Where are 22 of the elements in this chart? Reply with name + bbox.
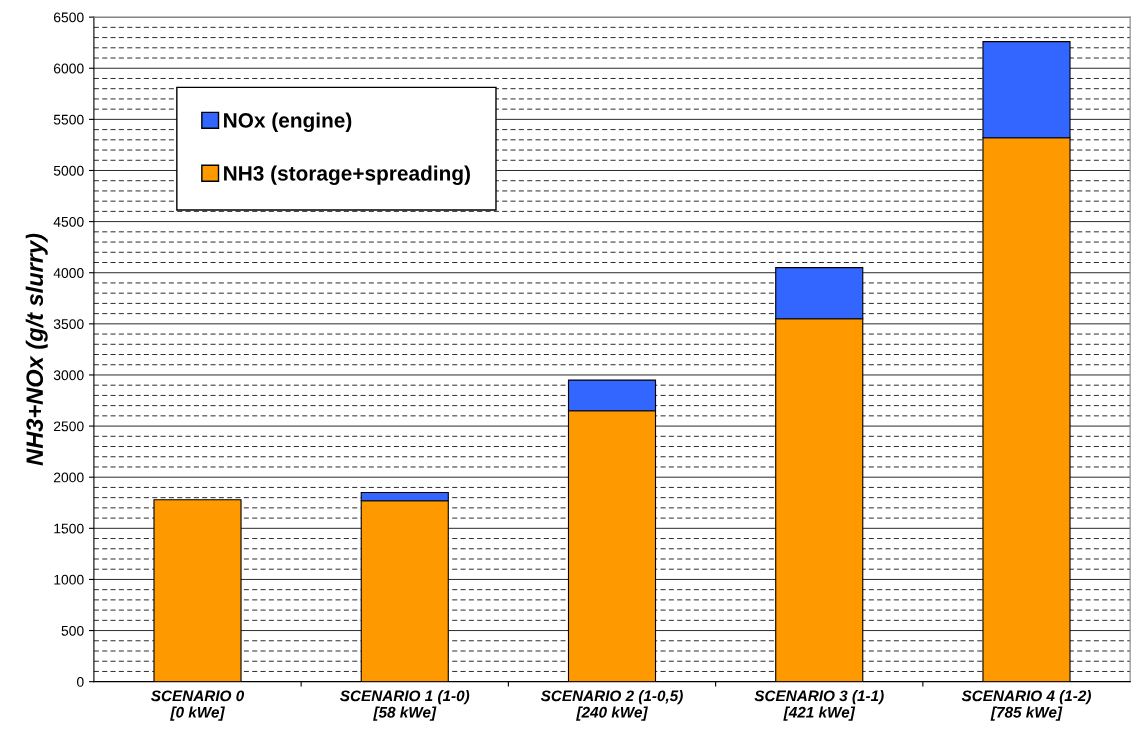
y-tick-label: 4000 [53,268,84,278]
y-tick-label: 500 [61,625,84,636]
x-tick-label: SCENARIO 0 [0 kWe] [151,690,245,721]
x-tick-label: SCENARIO 1 (1-0) [58 kWe] [340,690,470,721]
y-tick-label: 4500 [53,216,84,227]
y-tick-label: 2500 [53,421,84,432]
x-tick-label: SCENARIO 4 (1-2) [785 kWe] [961,690,1091,721]
y-tick-label: 6500 [53,12,84,23]
x-tick-label: SCENARIO 2 (1-0,5) [240 kWe] [540,690,683,721]
y-tick-label: 3000 [53,370,84,381]
y-tick-label: 5000 [53,165,84,176]
y-tick-label: 3500 [53,319,84,330]
legend-label: NH3 (storage+spreading) [224,165,470,185]
y-tick-label: 6000 [53,63,84,74]
y-tick-label: 1500 [54,523,84,534]
y-tick-label: 0 [76,677,84,687]
y-axis-title: NH3+NOx (g/t slurry) [25,233,48,466]
y-tick-label: 5500 [53,114,84,125]
legend-label: NOx (engine) [224,112,352,132]
y-tick-label: 2000 [53,472,84,483]
x-tick-label: SCENARIO 3 (1-1) [421 kWe] [754,690,884,721]
y-tick-label: 1000 [54,574,84,585]
